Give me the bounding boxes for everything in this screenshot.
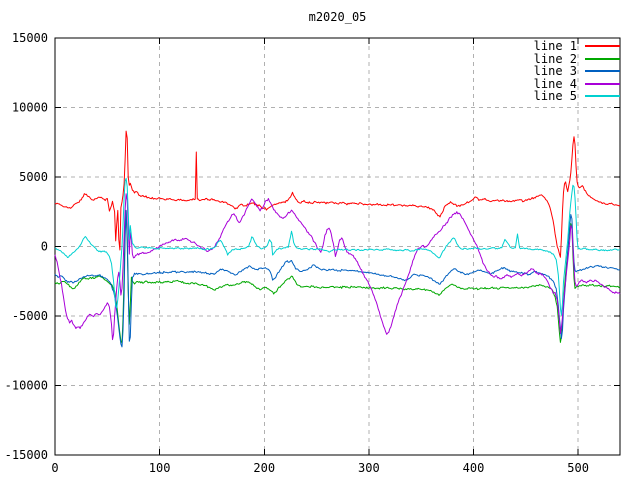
series-line-1 — [54, 130, 621, 258]
x-tick-label: 0 — [51, 461, 58, 475]
x-tick-label: 500 — [567, 461, 589, 475]
y-tick-label: -15000 — [5, 448, 48, 462]
legend-entry: line 5 — [534, 90, 620, 103]
y-tick-label: 0 — [41, 240, 48, 254]
y-tick-label: 15000 — [12, 31, 48, 45]
x-tick-label: 200 — [253, 461, 275, 475]
x-tick-label: 100 — [149, 461, 171, 475]
legend-entry: line 3 — [534, 65, 620, 78]
legend-label: line 2 — [533, 51, 577, 66]
y-tick-label: 5000 — [19, 170, 48, 184]
legend-entry: line 2 — [534, 53, 620, 66]
series-line-4 — [54, 193, 621, 341]
series-line-2 — [54, 209, 621, 344]
legend: line 1 line 2 line 3 line 4 line 5 — [534, 40, 620, 103]
y-tick-label: -5000 — [12, 309, 48, 323]
legend-line-sample — [585, 70, 620, 73]
series-line-5 — [54, 177, 620, 316]
legend-line-sample — [585, 82, 620, 85]
legend-line-sample — [585, 95, 620, 98]
x-tick-label: 300 — [358, 461, 380, 475]
y-tick-label: 10000 — [12, 101, 48, 115]
legend-label: line 4 — [533, 76, 577, 91]
legend-line-sample — [585, 45, 620, 48]
series-line-3 — [54, 209, 621, 348]
legend-label: line 5 — [533, 89, 577, 104]
legend-label: line 3 — [533, 64, 577, 79]
legend-line-sample — [585, 57, 620, 60]
y-tick-label: -10000 — [5, 379, 48, 393]
legend-entry: line 4 — [534, 78, 620, 91]
x-tick-label: 400 — [463, 461, 485, 475]
legend-entry: line 1 — [534, 40, 620, 53]
chart-title: m2020_05 — [308, 10, 367, 24]
legend-label: line 1 — [533, 39, 577, 54]
